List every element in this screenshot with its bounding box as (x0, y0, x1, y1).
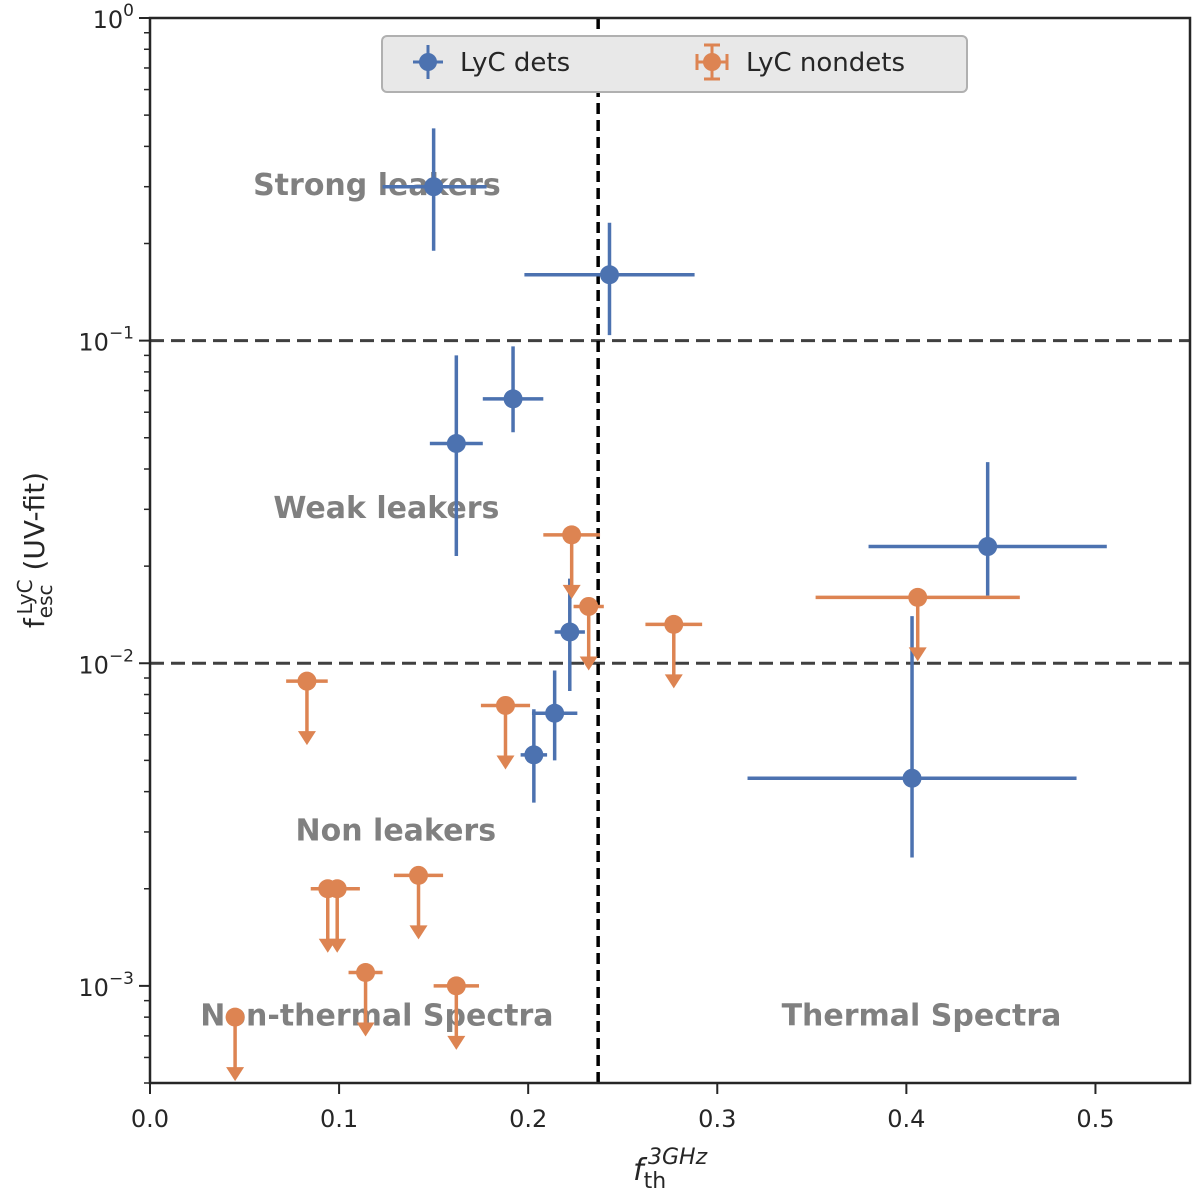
y-tick-label: 10−3 (78, 969, 134, 1002)
data-marker (495, 695, 515, 715)
detection-point (429, 355, 483, 556)
upper-limit-point (286, 671, 328, 746)
legend-entry: LyC nondets (695, 43, 905, 81)
data-marker (446, 433, 466, 453)
upper-limit-point (645, 614, 703, 689)
detection-point (382, 128, 487, 251)
upper-limit-point (393, 865, 444, 940)
region-label: Non leakers (296, 813, 497, 848)
legend-label: LyC nondets (746, 48, 905, 78)
upper-limit-arrowhead (579, 656, 598, 671)
detection-point (520, 709, 548, 803)
x-tick-label: 0.1 (320, 1105, 358, 1133)
region-label: Thermal Spectra (782, 999, 1062, 1034)
data-marker (562, 525, 582, 545)
data-marker (424, 177, 444, 197)
upper-limit-point (225, 1007, 245, 1082)
data-marker (297, 671, 317, 691)
region-label: Non-thermal Spectra (200, 999, 553, 1034)
upper-limit-point (348, 963, 383, 1037)
x-tick-label: 0.2 (509, 1105, 547, 1133)
upper-limit-arrowhead (328, 938, 347, 953)
y-tick-label: 10−2 (78, 646, 134, 679)
detection-point (868, 462, 1107, 596)
upper-limit-arrowhead (496, 755, 515, 770)
data-marker (356, 963, 376, 983)
upper-limit-arrowhead (664, 674, 683, 689)
region-label: Weak leakers (273, 491, 499, 526)
upper-limit-arrowhead (226, 1067, 245, 1082)
upper-limit-point (314, 879, 360, 953)
y-tick-label: 10−1 (78, 324, 134, 357)
upper-limit-arrowhead (562, 584, 581, 599)
data-marker (908, 587, 928, 607)
data-marker (599, 265, 619, 285)
upper-limit-arrowhead (908, 647, 927, 662)
data-marker (524, 745, 544, 765)
data-marker (978, 537, 998, 557)
data-marker (327, 879, 347, 899)
x-tick-label: 0.5 (1076, 1105, 1114, 1133)
y-tick-label: 100 (93, 1, 134, 34)
upper-limit-arrowhead (297, 731, 316, 746)
legend-label: LyC dets (460, 48, 570, 78)
data-marker (579, 596, 599, 616)
data-marker (225, 1007, 245, 1027)
upper-limit-point (543, 525, 601, 599)
upper-limit-point (573, 596, 604, 671)
detection-point (524, 222, 695, 336)
data-marker (545, 703, 565, 723)
legend-marker (703, 53, 721, 71)
detection-point (554, 578, 585, 692)
data-marker (409, 865, 429, 885)
data-marker (560, 622, 580, 642)
x-tick-label: 0.0 (131, 1105, 169, 1133)
upper-limit-point (433, 976, 480, 1050)
x-axis-label-superscript: 3GHz (648, 1145, 708, 1170)
data-marker (664, 614, 684, 634)
upper-limit-arrowhead (356, 1022, 375, 1037)
axes: 0.0 0.1 0.2 0.3 0.4 0.510010−110−210−3fth3GHz… (13, 1, 1192, 1194)
legend-box (381, 35, 968, 93)
data-marker (503, 389, 523, 409)
upper-limit-point (480, 695, 531, 770)
y-axis-label: fescLyC (UV-fit) (13, 472, 57, 628)
x-tick-label: 0.4 (887, 1105, 925, 1133)
upper-limit-point (815, 587, 1020, 662)
legend-entry: LyC dets (413, 45, 570, 79)
detection-point (482, 346, 544, 433)
x-tick-label: 0.3 (698, 1105, 736, 1133)
detection-point (531, 670, 578, 761)
legend: LyC dets LyC nondets (381, 35, 968, 93)
upper-limit-arrowhead (447, 1035, 466, 1050)
detection-point (747, 616, 1077, 858)
data-marker (902, 768, 922, 788)
data-marker (446, 976, 466, 996)
upper-limit-arrowhead (409, 925, 428, 940)
plot-frame (148, 16, 1192, 1085)
legend-marker (419, 53, 437, 71)
